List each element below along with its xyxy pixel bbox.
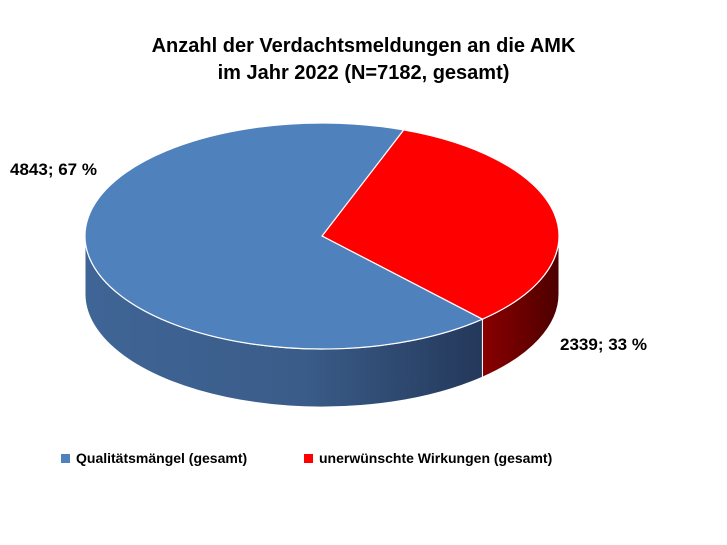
legend: Qualitätsmängel (gesamt) unerwünschte Wi…: [0, 450, 727, 474]
legend-item-qualitaetsmaengel: Qualitätsmängel (gesamt): [61, 450, 247, 466]
chart-title-line-2: im Jahr 2022 (N=7182, gesamt): [217, 62, 510, 84]
legend-label-qualitaetsmaengel: Qualitätsmängel (gesamt): [76, 450, 248, 466]
chart-title: Anzahl der Verdachtsmeldungen an die AMK…: [0, 33, 727, 87]
pie-slice-unerwuenschte-wirkungen: [321, 129, 560, 320]
legend-item-unerwuenschte-wirkungen: unerwünschte Wirkungen (gesamt): [304, 450, 552, 466]
data-label-unerwuenschte-wirkungen: 2339; 33 %: [560, 335, 647, 354]
pie-slice-qualitaetsmaengel: [84, 122, 484, 350]
data-label-qualitaetsmaengel: 4843; 67 %: [10, 160, 97, 179]
legend-swatch-blue: [61, 453, 70, 463]
chart-title-line-1: Anzahl der Verdachtsmeldungen an die AMK: [151, 35, 576, 57]
legend-swatch-red: [304, 453, 313, 463]
legend-label-unerwuenschte-wirkungen: unerwünschte Wirkungen (gesamt): [319, 450, 553, 466]
